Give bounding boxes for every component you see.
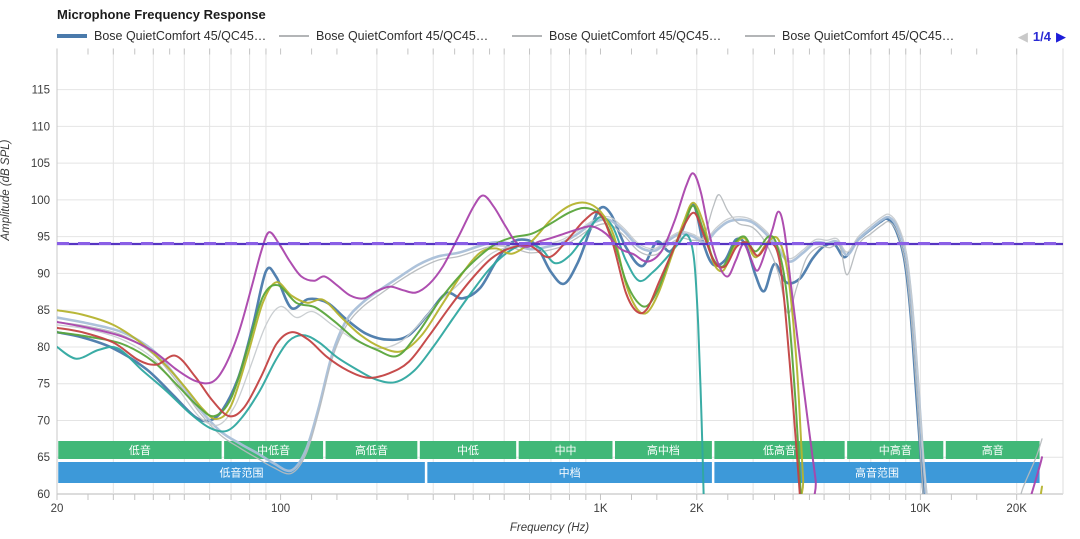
series-qc45-teal	[57, 216, 705, 494]
y-axis-title: Amplitude (dB SPL)	[0, 139, 12, 241]
svg-text:115: 115	[32, 85, 50, 97]
band-高中档	[614, 441, 712, 459]
band-row-coarse: 低音范围 中档 高音范围	[58, 462, 1040, 483]
x-tick-labels: 20 100 1K 2K 10K 20K	[51, 503, 1028, 515]
svg-text:低高音: 低高音	[763, 443, 796, 457]
svg-text:20K: 20K	[1006, 503, 1027, 515]
legend-swatch	[512, 35, 542, 37]
series-qc45-light-steel	[57, 215, 928, 494]
svg-text:60: 60	[37, 489, 50, 501]
svg-text:低音: 低音	[129, 443, 151, 457]
svg-text:2K: 2K	[690, 503, 704, 515]
series-qc45-green	[57, 204, 802, 494]
legend-item-3[interactable]: Bose QuietComfort 45/QC45…	[512, 26, 721, 46]
legend-item-4[interactable]: Bose QuietComfort 45/QC45…	[745, 26, 954, 46]
series-qc45-steel-blue	[57, 202, 925, 494]
band-高音	[945, 441, 1040, 459]
x-axis-title: Frequency (Hz)	[509, 522, 590, 534]
svg-text:20: 20	[51, 503, 64, 515]
legend-item-label: Bose QuietComfort 45/QC45…	[782, 29, 955, 43]
legend-page-indicator: 1/4	[1032, 28, 1051, 44]
legend-item-label: Bose QuietComfort 45/QC45…	[94, 29, 267, 43]
legend-item-label: Bose QuietComfort 45/QC45…	[316, 29, 489, 43]
legend-item-1[interactable]: Bose QuietComfort 45/QC45…	[57, 26, 266, 46]
band-低音范围	[58, 462, 425, 483]
y-tick-labels: 60 65 70 75 80 85 90 95 100 105 110 115	[31, 85, 50, 501]
svg-text:1K: 1K	[593, 503, 607, 515]
legend-prev-icon[interactable]: ◀	[1017, 28, 1028, 44]
svg-text:70: 70	[37, 415, 50, 427]
legend-swatch	[745, 35, 775, 37]
svg-text:100: 100	[31, 195, 50, 207]
legend-swatch	[57, 34, 87, 38]
series-qc45-magenta	[57, 172, 1043, 494]
svg-text:中低音: 中低音	[257, 443, 290, 457]
chart-title: Microphone Frequency Response	[57, 7, 266, 22]
band-高低音	[325, 441, 418, 459]
svg-text:中高音: 中高音	[879, 443, 912, 457]
svg-text:中低: 中低	[457, 444, 479, 457]
legend-item-2[interactable]: Bose QuietComfort 45/QC45…	[279, 26, 488, 46]
svg-text:中中: 中中	[555, 444, 577, 457]
svg-text:80: 80	[37, 342, 50, 354]
legend-item-label: Bose QuietComfort 45/QC45…	[549, 29, 722, 43]
band-中低	[419, 441, 517, 459]
legend-swatch	[279, 35, 309, 37]
band-row-fine: 低音 中低音 高低音 中低 中中 高中档 低高音 中高音 高音	[58, 441, 1040, 459]
svg-text:110: 110	[32, 121, 50, 133]
series-qc45-olive	[57, 201, 1043, 494]
svg-text:85: 85	[37, 305, 50, 317]
svg-text:低音范围: 低音范围	[220, 466, 264, 480]
band-中档	[427, 462, 712, 483]
band-高音范围	[714, 462, 1040, 483]
svg-text:高低音: 高低音	[355, 443, 388, 457]
svg-text:105: 105	[31, 158, 50, 170]
band-中中	[518, 441, 613, 459]
svg-text:90: 90	[37, 268, 50, 280]
legend: Bose QuietComfort 45/QC45… Bose QuietComf…	[0, 26, 1080, 46]
axis-ticks	[56, 48, 1018, 500]
series-curves	[57, 172, 1043, 494]
svg-text:高中档: 高中档	[647, 443, 680, 457]
svg-text:10K: 10K	[910, 503, 931, 515]
legend-pagination: ◀ 1/4 ▶	[1018, 26, 1066, 46]
svg-text:高音: 高音	[982, 443, 1004, 457]
series-qc45-red	[57, 211, 801, 494]
band-中低音	[224, 441, 324, 459]
svg-text:高音范围: 高音范围	[855, 466, 899, 480]
band-低音	[58, 441, 222, 459]
svg-text:75: 75	[37, 379, 50, 391]
series-qc45-gray-b	[57, 213, 928, 494]
svg-text:中档: 中档	[559, 466, 581, 480]
svg-text:65: 65	[37, 452, 50, 464]
legend-next-icon[interactable]: ▶	[1056, 28, 1066, 44]
svg-text:95: 95	[37, 232, 50, 244]
svg-text:100: 100	[271, 503, 290, 515]
